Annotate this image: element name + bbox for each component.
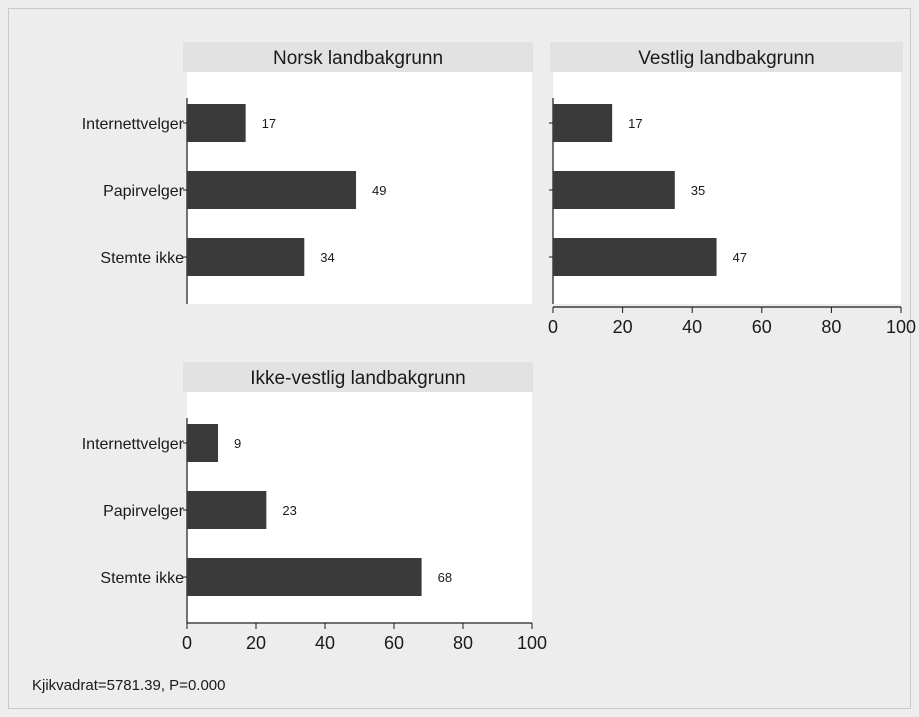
x-tick-label: 40 [682,317,702,337]
bar [187,424,219,462]
x-tick-label: 0 [548,317,558,337]
bar [187,104,246,142]
bar [187,171,357,209]
category-label: Stemte ikke [100,570,184,587]
panel-title: Vestlig landbakgrunn [638,48,814,69]
x-tick-label: 100 [886,317,916,337]
value-label: 68 [438,570,452,585]
bar [187,491,267,529]
category-label: Internettvelger [82,436,185,453]
x-tick-label: 80 [821,317,841,337]
bar [553,171,675,209]
panel-title: Ikke-vestlig landbakgrunn [250,368,465,389]
value-label: 34 [320,250,334,265]
value-label: 9 [234,436,241,451]
category-label: Papirvelger [103,503,185,520]
chi-square-note: Kjikvadrat=5781.39, P=0.000 [32,677,226,694]
category-label: Internettvelger [82,116,185,133]
x-tick-label: 0 [182,633,192,653]
bar [187,558,422,596]
x-tick-label: 20 [246,633,266,653]
x-tick-label: 80 [453,633,473,653]
value-label: 23 [282,503,296,518]
value-label: 17 [262,116,276,131]
panel-title-band [183,42,533,72]
x-tick-label: 60 [752,317,772,337]
category-label: Stemte ikke [100,250,184,267]
x-tick-label: 40 [315,633,335,653]
x-tick-label: 20 [613,317,633,337]
value-label: 35 [691,183,705,198]
value-label: 17 [628,116,642,131]
panel-title-band [550,42,903,72]
value-label: 47 [733,250,747,265]
bar [187,238,305,276]
bar [553,104,613,142]
category-label: Papirvelger [103,183,185,200]
x-tick-label: 60 [384,633,404,653]
panel-title-band [183,362,533,392]
x-tick-label: 100 [517,633,547,653]
figure-frame [8,8,911,709]
bar [553,238,717,276]
value-label: 49 [372,183,386,198]
panel-title: Norsk landbakgrunn [273,48,443,69]
